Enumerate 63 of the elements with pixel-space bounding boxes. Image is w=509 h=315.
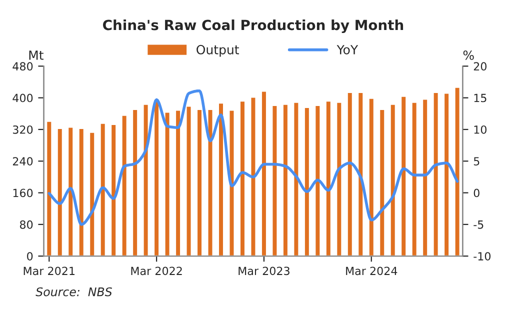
y-tick-label: 400 — [12, 94, 33, 102]
bar — [378, 108, 386, 256]
bar — [368, 98, 375, 256]
y2-tick-label: 0 — [474, 188, 480, 198]
source-note: Source: NBS — [36, 287, 112, 296]
legend-label: YoY — [336, 45, 358, 54]
bar — [410, 101, 418, 256]
bar — [164, 111, 171, 256]
bar — [88, 132, 96, 256]
bar — [346, 92, 354, 256]
bar — [325, 100, 332, 256]
bar — [196, 108, 203, 256]
bar — [357, 92, 364, 256]
bar — [78, 128, 85, 256]
bar — [454, 86, 461, 256]
bar — [292, 101, 300, 256]
y2-tick-label: -5 — [474, 220, 484, 229]
bar — [228, 109, 236, 256]
y-tick-label: 240 — [12, 157, 33, 166]
bar — [56, 128, 64, 256]
bar — [282, 103, 289, 256]
y2-tick-label: 20 — [474, 62, 486, 71]
bar — [400, 96, 407, 256]
bar — [271, 104, 278, 256]
bar — [443, 92, 450, 256]
bar — [304, 106, 310, 256]
bar — [185, 105, 192, 256]
bar — [132, 108, 138, 256]
bar — [250, 96, 257, 256]
bar — [218, 102, 224, 256]
x-tick-label: Mar 2023 — [238, 266, 290, 276]
bar — [153, 98, 160, 256]
y2-tick-label: 5 — [474, 157, 480, 166]
y-tick-label: 320 — [12, 125, 33, 134]
chart-title: China's Raw Coal Production by Month — [103, 19, 404, 34]
x-tick-label: Mar 2021 — [24, 266, 75, 276]
y2-tick-label: -10 — [474, 252, 491, 260]
y-tick-label: 80 — [20, 220, 33, 229]
legend-label: Output — [196, 44, 240, 57]
y2-tick-label: 15 — [474, 94, 486, 102]
bar — [67, 126, 74, 256]
bar — [260, 90, 268, 256]
x-tick-label: Mar 2022 — [131, 266, 182, 276]
bar — [336, 101, 343, 256]
bar — [314, 104, 322, 256]
x-tick-label: Mar 2024 — [346, 266, 398, 276]
bar — [110, 124, 117, 256]
bar — [99, 122, 106, 256]
y-axis-title: Mt — [29, 50, 44, 60]
y-tick-label: 480 — [12, 62, 33, 71]
bar — [432, 92, 440, 256]
bar — [389, 103, 396, 256]
y2-tick-label: 10 — [474, 125, 486, 134]
bar — [174, 109, 182, 256]
bar — [46, 120, 53, 256]
bar — [142, 103, 150, 256]
bar — [239, 100, 246, 256]
y-tick-label: 0 — [27, 252, 33, 260]
y2-axis-title: % — [463, 50, 474, 60]
bar — [120, 114, 128, 256]
bar — [206, 108, 214, 256]
y-tick-label: 160 — [13, 188, 33, 198]
bar — [422, 98, 428, 256]
